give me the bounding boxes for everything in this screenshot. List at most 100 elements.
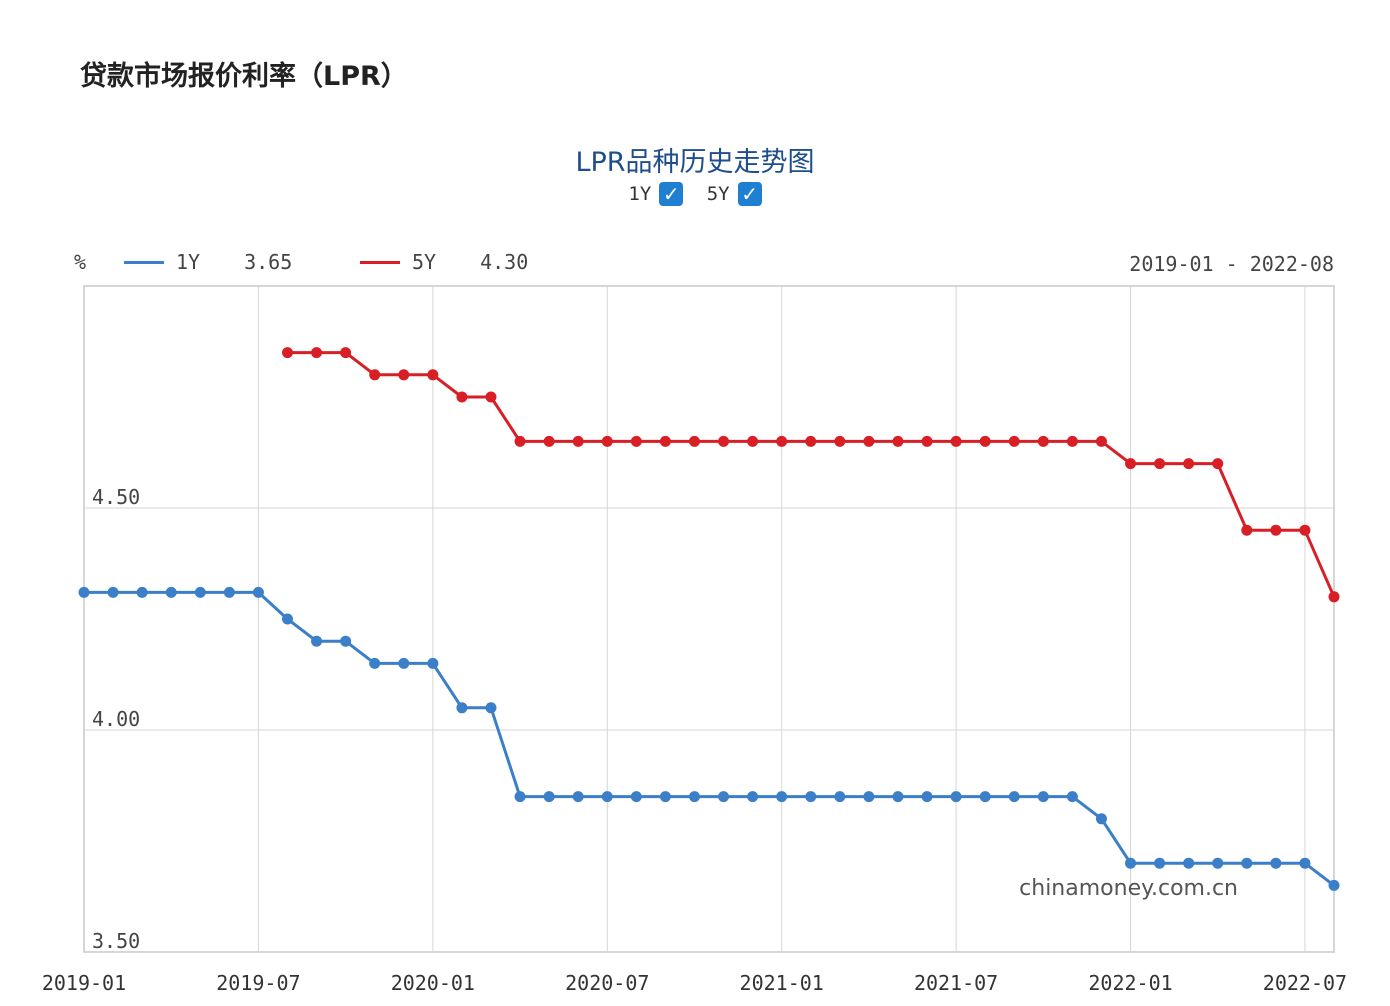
data-point-1y: [950, 791, 962, 803]
data-point-5y: [1008, 435, 1020, 447]
watermark-text: chinamoney.com.cn: [1019, 876, 1238, 901]
series-toggles: 1Y ✓ 5Y ✓: [0, 182, 1390, 206]
data-point-1y: [601, 791, 613, 803]
data-point-1y: [1154, 857, 1166, 869]
data-point-5y: [1037, 435, 1049, 447]
legend-line-5y-icon: [360, 260, 400, 264]
data-point-5y: [281, 347, 293, 359]
series-line-5y: [287, 351, 1336, 598]
data-point-1y: [514, 791, 526, 803]
data-point-5y: [1183, 458, 1195, 470]
data-point-1y: [1095, 813, 1107, 825]
data-point-1y: [1212, 857, 1224, 869]
data-point-5y: [1095, 435, 1107, 447]
chart-title: LPR品种历史走势图: [575, 147, 815, 178]
data-point-5y: [659, 435, 671, 447]
data-point-1y: [223, 586, 235, 598]
data-point-5y: [1241, 524, 1253, 536]
data-point-1y: [776, 791, 788, 803]
legend-5y-value: 4.30: [480, 250, 529, 274]
data-point-1y: [1299, 857, 1311, 869]
data-point-5y: [1328, 591, 1340, 603]
x-tick-label: 2022-07: [1263, 971, 1347, 995]
data-point-1y: [485, 702, 497, 714]
data-point-1y: [1066, 791, 1078, 803]
data-point-5y: [601, 435, 613, 447]
date-range: 2019-01 - 2022-08: [1129, 252, 1334, 276]
data-point-1y: [834, 791, 846, 803]
data-point-5y: [950, 435, 962, 447]
data-point-1y: [1008, 791, 1020, 803]
y-unit-label: %: [74, 250, 87, 274]
x-tick-label: 2021-01: [740, 971, 824, 995]
data-point-5y: [340, 347, 352, 359]
data-point-1y: [805, 791, 817, 803]
data-point-5y: [1270, 524, 1282, 536]
data-point-1y: [863, 791, 875, 803]
data-point-5y: [863, 435, 875, 447]
data-point-5y: [747, 435, 759, 447]
x-tick-label: 2022-01: [1088, 971, 1172, 995]
data-point-5y: [921, 435, 933, 447]
data-point-1y: [252, 586, 264, 598]
legend-5y-name: 5Y: [412, 250, 437, 274]
data-point-1y: [398, 657, 410, 669]
data-point-1y: [427, 657, 439, 669]
data-point-1y: [456, 702, 468, 714]
data-point-1y: [1328, 879, 1340, 891]
data-point-1y: [630, 791, 642, 803]
data-point-1y: [1125, 857, 1137, 869]
toggle-5y-label: 5Y: [706, 183, 730, 205]
data-point-5y: [688, 435, 700, 447]
plot-frame: [83, 285, 1335, 953]
data-point-1y: [747, 791, 759, 803]
toggle-1y[interactable]: 1Y ✓: [628, 182, 684, 206]
data-point-1y: [107, 586, 119, 598]
data-point-1y: [718, 791, 730, 803]
checkbox-1y-checked-icon[interactable]: ✓: [659, 182, 684, 206]
y-tick-label: 3.50: [92, 929, 140, 953]
data-point-1y: [892, 791, 904, 803]
data-point-5y: [1299, 524, 1311, 536]
data-point-1y: [281, 613, 293, 625]
data-point-1y: [1183, 857, 1195, 869]
x-tick-label: 2020-01: [391, 971, 475, 995]
data-point-1y: [369, 657, 381, 669]
data-point-5y: [572, 435, 584, 447]
data-point-5y: [369, 369, 381, 381]
data-point-5y: [776, 435, 788, 447]
data-point-5y: [1212, 458, 1224, 470]
data-point-1y: [78, 586, 90, 598]
data-point-1y: [136, 586, 148, 598]
data-point-5y: [1125, 458, 1137, 470]
data-point-1y: [921, 791, 933, 803]
toggle-1y-label: 1Y: [628, 183, 652, 205]
data-point-1y: [1241, 857, 1253, 869]
data-point-1y: [311, 635, 323, 647]
series-line-1y: [84, 590, 1335, 887]
data-point-1y: [194, 586, 206, 598]
data-point-5y: [485, 391, 497, 403]
checkbox-5y-checked-icon[interactable]: ✓: [737, 182, 762, 206]
data-point-5y: [834, 435, 846, 447]
data-point-5y: [805, 435, 817, 447]
data-point-1y: [1037, 791, 1049, 803]
data-point-5y: [311, 347, 323, 359]
data-point-5y: [427, 369, 439, 381]
data-point-1y: [572, 791, 584, 803]
data-point-5y: [456, 391, 468, 403]
y-tick-label: 4.00: [92, 707, 140, 731]
legend-item-1y[interactable]: 1Y 3.65: [124, 250, 292, 274]
data-point-5y: [514, 435, 526, 447]
x-tick-label: 2019-01: [42, 971, 126, 995]
legend-item-5y[interactable]: 5Y 4.30: [360, 250, 528, 274]
legend-1y-value: 3.65: [244, 250, 293, 274]
toggle-5y[interactable]: 5Y ✓: [707, 182, 762, 206]
data-point-1y: [688, 791, 700, 803]
legend-1y-name: 1Y: [176, 250, 201, 274]
data-point-1y: [659, 791, 671, 803]
data-point-1y: [979, 791, 991, 803]
data-point-1y: [340, 635, 352, 647]
data-point-1y: [1270, 857, 1282, 869]
